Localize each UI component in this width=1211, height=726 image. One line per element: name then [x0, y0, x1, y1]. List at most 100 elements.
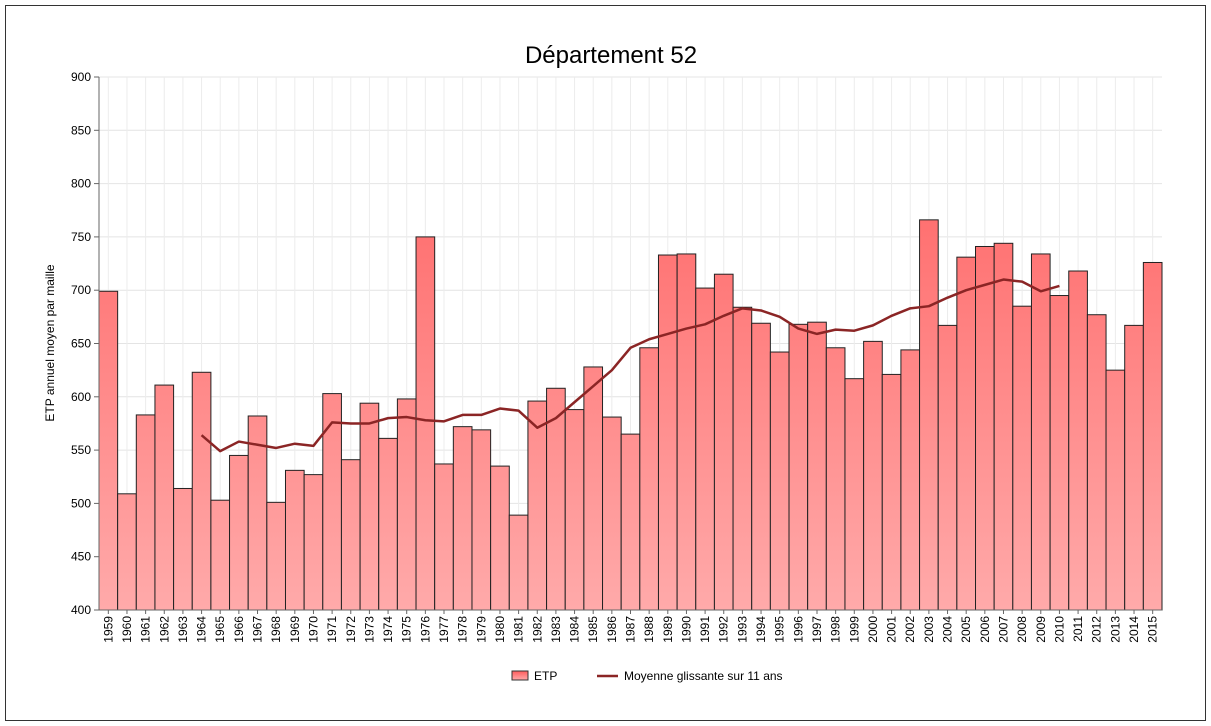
legend-label: Moyenne glissante sur 11 ans: [624, 669, 783, 683]
y-tick-label: 850: [71, 123, 91, 137]
x-tick-label: 1990: [679, 616, 693, 643]
bar: [1012, 305, 1032, 611]
bar: [993, 242, 1014, 611]
x-tick-label: 1975: [400, 616, 414, 643]
x-tick-label: 2012: [1090, 616, 1104, 643]
x-tick-label: 1978: [456, 616, 470, 643]
bar: [639, 347, 659, 611]
legend-swatch: [511, 670, 529, 681]
bar: [490, 465, 510, 611]
bar: [508, 514, 529, 611]
x-tick-label: 1961: [139, 616, 153, 643]
x-tick-label: 2005: [959, 616, 973, 643]
bar: [1086, 314, 1107, 611]
x-tick-label: 1983: [549, 616, 563, 643]
bar: [956, 256, 977, 611]
legend-label: ETP: [534, 669, 557, 683]
y-tick-label: 600: [71, 390, 91, 404]
bar: [900, 349, 921, 611]
x-tick-label: 2003: [922, 616, 936, 643]
x-tick-label: 1989: [661, 616, 675, 643]
x-tick-label: 1994: [754, 616, 768, 643]
bar: [1105, 369, 1126, 611]
bar: [919, 219, 939, 611]
x-tick-label: 1960: [120, 616, 134, 643]
y-tick-label: 800: [71, 177, 91, 191]
bar: [284, 469, 305, 611]
bar: [415, 236, 436, 611]
y-tick-label: 450: [71, 550, 91, 564]
bar: [527, 400, 548, 611]
bar: [434, 463, 454, 611]
x-tick-label: 1987: [624, 616, 638, 643]
y-tick-label: 750: [71, 230, 91, 244]
y-axis-label: ETP annuel moyen par maille: [43, 264, 57, 422]
x-tick-label: 2009: [1034, 616, 1048, 643]
x-tick-label: 1977: [437, 616, 451, 643]
bar: [713, 273, 734, 611]
bar: [266, 501, 286, 611]
x-tick-label: 1988: [642, 616, 656, 643]
bar: [602, 416, 622, 611]
bar: [769, 351, 790, 611]
legend: ETP Moyenne glissante sur 11 ans: [511, 669, 783, 683]
x-tick-label: 1968: [269, 616, 283, 643]
x-tick-label: 1979: [474, 616, 488, 643]
bar: [322, 393, 342, 611]
bar: [117, 493, 137, 611]
bar: [620, 433, 641, 611]
x-tick-label: 2008: [1015, 616, 1029, 643]
y-tick-label: 500: [71, 496, 91, 510]
x-tick-label: 2013: [1108, 616, 1122, 643]
bar: [807, 321, 827, 611]
bar: [751, 322, 771, 611]
bar: [1068, 270, 1088, 611]
bar: [1124, 324, 1144, 611]
x-tick-label: 1999: [847, 616, 861, 643]
x-tick-label: 1972: [344, 616, 358, 643]
x-tick-label: 1982: [530, 616, 544, 643]
bar: [1049, 295, 1070, 611]
bar: [1142, 261, 1163, 611]
x-tick-label: 2007: [996, 616, 1010, 643]
bar: [676, 253, 697, 611]
bar: [173, 487, 193, 611]
x-tick-label: 1992: [717, 616, 731, 643]
x-tick-label: 1991: [698, 616, 712, 643]
moving-average-line: [200, 278, 1060, 453]
x-tick-label: 1981: [512, 616, 526, 643]
bar: [564, 409, 585, 611]
x-tick-label: 1993: [735, 616, 749, 643]
bar: [378, 437, 398, 611]
x-tick-label: 1964: [195, 616, 209, 643]
x-tick-label: 1985: [586, 616, 600, 643]
x-tick-label: 2014: [1127, 616, 1141, 643]
y-tick-label: 700: [71, 283, 91, 297]
bar: [229, 454, 249, 611]
x-tick-label: 1996: [791, 616, 805, 643]
x-tick-label: 2010: [1052, 616, 1066, 643]
x-tick-label: 1986: [605, 616, 619, 643]
bar: [452, 426, 473, 611]
y-tick-label: 650: [71, 337, 91, 351]
bar: [844, 378, 865, 611]
x-tick-label: 1976: [418, 616, 432, 643]
bar: [695, 287, 715, 611]
bar: [732, 306, 753, 611]
x-tick-label: 1973: [362, 616, 376, 643]
bar: [657, 254, 678, 611]
bar: [788, 323, 809, 611]
x-tick-label: 1967: [251, 616, 265, 643]
x-tick-label: 2004: [941, 616, 955, 643]
x-tick-label: 1980: [493, 616, 507, 643]
bar: [937, 324, 958, 611]
bar: [210, 499, 231, 611]
x-tick-label: 1965: [213, 616, 227, 643]
x-tick-label: 1962: [157, 616, 171, 643]
bar: [1030, 253, 1051, 611]
x-tick-label: 2000: [866, 616, 880, 643]
bar: [396, 398, 417, 611]
bar: [863, 340, 883, 611]
bar: [975, 245, 995, 611]
bar: [881, 373, 902, 611]
